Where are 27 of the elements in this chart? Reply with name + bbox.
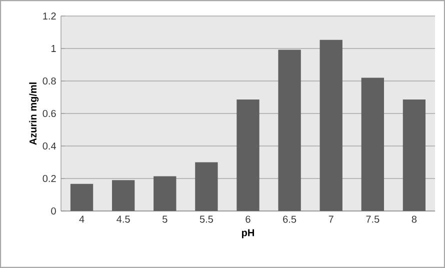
bar (361, 78, 384, 211)
bar (278, 50, 301, 211)
x-tick-label: 6 (246, 216, 250, 223)
bar (195, 162, 218, 211)
y-tick-label: 0 (51, 207, 56, 215)
x-tick-label: 5 (162, 216, 168, 223)
bar (112, 180, 135, 211)
bar (236, 100, 260, 211)
x-tick-label: 4 (79, 216, 84, 223)
x-tick-label: 6.5 (283, 216, 296, 223)
y-tick-label: 0.4 (42, 142, 56, 150)
y-axis-title: Azurin mg/ml (29, 82, 39, 145)
bar (70, 184, 94, 211)
y-tick-label: 0.8 (42, 77, 56, 85)
x-tick-label: 4.5 (116, 216, 130, 223)
y-tick-label: 1.2 (43, 12, 56, 20)
bar (154, 176, 176, 211)
y-tick-label: 1 (51, 45, 56, 52)
x-tick-label: 5.5 (200, 216, 213, 223)
x-tick-label: 8 (412, 216, 417, 223)
x-tick-label: 7 (328, 216, 334, 223)
bar (402, 100, 426, 211)
y-tick-label: 0.2 (42, 174, 56, 182)
x-axis-title: pH (242, 229, 254, 238)
y-tick-label: 0.6 (42, 110, 56, 118)
bar (320, 40, 342, 211)
x-tick-label: 7.5 (366, 216, 380, 223)
